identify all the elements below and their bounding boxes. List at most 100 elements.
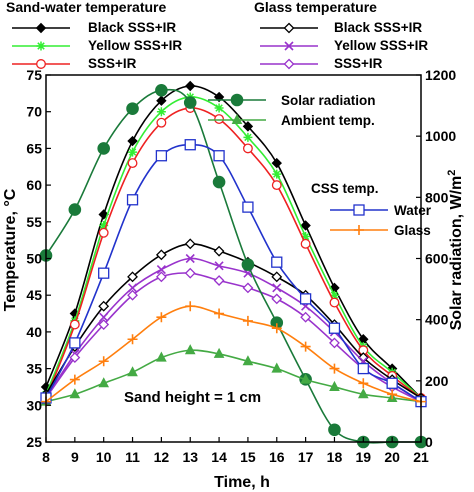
legend-header-css: CSS temp. xyxy=(311,181,379,196)
legend-header-glass: Glass temperature xyxy=(254,0,377,15)
series-8-point-9 xyxy=(299,293,312,305)
series-2-point-10 xyxy=(329,297,340,308)
series-0-point-9 xyxy=(300,220,311,231)
series-1-point-2 xyxy=(99,220,109,230)
series-4-point-2 xyxy=(99,312,109,322)
legend-marker-4 xyxy=(284,41,294,51)
series-6-point-2 xyxy=(97,142,110,155)
series-9-point-4 xyxy=(156,312,167,323)
series-5-point-1 xyxy=(69,352,81,364)
series-8-point-2 xyxy=(98,267,110,279)
series-9-point-5 xyxy=(185,301,196,312)
legend-label-1: Yellow SSS+IR xyxy=(88,38,182,53)
series-7-point-5 xyxy=(184,344,196,355)
series-0-point-5 xyxy=(185,80,196,92)
x-tick-label-10: 18 xyxy=(327,449,343,465)
y2-tick-label-1: 200 xyxy=(425,373,449,389)
series-8-point-12 xyxy=(386,377,398,389)
series-2-point-6 xyxy=(214,114,225,124)
y2-tick-label-5: 1000 xyxy=(425,128,456,144)
series-8-point-3 xyxy=(126,194,139,206)
sand-height-annotation: Sand height = 1 cm xyxy=(124,389,261,406)
series-6-point-4 xyxy=(155,83,168,97)
y-tick-label-10: 75 xyxy=(26,67,42,83)
series-0-point-3 xyxy=(127,135,138,147)
series-8-point-10 xyxy=(328,322,341,334)
series-9-point-2 xyxy=(98,356,109,367)
x-tick-label-12: 20 xyxy=(384,449,400,465)
series-1-point-6 xyxy=(214,103,224,113)
x-tick-label-1: 9 xyxy=(71,449,79,465)
series-2-point-8 xyxy=(271,180,282,191)
series-4-point-6 xyxy=(214,261,224,271)
axis-layer: 8 9 10 11 12 13 14 15 16 17 18 19 20 2125303540455055… xyxy=(26,67,456,465)
series-9-point-6 xyxy=(214,308,225,319)
legend-label-9: Glass xyxy=(394,223,431,238)
series-4-point-5 xyxy=(185,253,195,264)
legend-item-3: Black SSS+IR xyxy=(260,20,422,35)
series-7-point-2 xyxy=(98,377,110,388)
series-5-point-4 xyxy=(155,271,167,283)
series-2-point-2 xyxy=(98,227,109,238)
y-tick-label-7: 60 xyxy=(26,177,42,193)
series-7-point-4 xyxy=(156,351,167,362)
legend-label-4: Yellow SSS+IR xyxy=(334,38,428,53)
legend-layer: Black SSS+IR Yellow SSS+IR SSS+IR Black SSS… xyxy=(12,20,432,238)
series-8-point-6 xyxy=(213,150,225,162)
series-5-point-10 xyxy=(329,337,340,349)
series-7-point-6 xyxy=(213,347,225,358)
series-8-point-11 xyxy=(357,362,369,375)
series-1-point-3 xyxy=(128,147,138,157)
x-tick-label-5: 13 xyxy=(182,449,198,465)
series-9-point-10 xyxy=(329,363,340,374)
legend-label-5: SSS+IR xyxy=(334,56,383,71)
series-0-point-4 xyxy=(156,95,167,106)
series-0-point-7 xyxy=(242,121,254,132)
series-8-point-4 xyxy=(155,150,168,162)
series-9-point-3 xyxy=(127,334,138,345)
legend-label-6: Solar radiation xyxy=(281,93,376,108)
legend-header-sand-water: Sand-water temperature xyxy=(6,0,166,15)
series-6-point-6 xyxy=(212,175,226,189)
y2-tick-label-6: 1200 xyxy=(425,67,456,83)
series-7-point-8 xyxy=(271,362,283,373)
series-6-point-10 xyxy=(328,423,341,437)
y2-tick-label-2: 400 xyxy=(425,312,449,328)
y-tick-label-0: 25 xyxy=(26,434,42,450)
series-5-point-2 xyxy=(98,319,110,330)
y2-axis-title-superscript: 2 xyxy=(446,170,458,176)
legend-label-7: Ambient temp. xyxy=(281,113,375,128)
series-6-point-1 xyxy=(68,203,82,216)
series-1-point-7 xyxy=(243,132,253,142)
x-axis-title: Time, h xyxy=(214,474,270,491)
series-0-point-8 xyxy=(271,157,282,169)
series-2-point-1 xyxy=(69,319,80,330)
legend-marker-8 xyxy=(353,204,365,216)
y-tick-label-5: 50 xyxy=(26,251,42,267)
y-tick-label-1: 30 xyxy=(26,397,42,413)
legend-marker-0 xyxy=(35,22,47,34)
legend-marker-3 xyxy=(283,22,295,34)
series-5-point-9 xyxy=(300,311,312,323)
legend-item-1: Yellow SSS+IR xyxy=(12,38,182,53)
x-tick-label-11: 19 xyxy=(356,449,372,465)
x-tick-label-6: 14 xyxy=(211,449,227,465)
x-tick-label-13: 21 xyxy=(413,449,429,465)
legend-item-9: Glass xyxy=(330,223,431,238)
y2-tick-label-3: 600 xyxy=(425,251,449,267)
legend-marker-9 xyxy=(354,225,364,235)
x-tick-label-9: 17 xyxy=(298,449,314,465)
y-tick-label-9: 70 xyxy=(26,104,42,120)
x-tick-label-8: 16 xyxy=(269,449,285,465)
legend-marker-2 xyxy=(36,59,46,69)
series-9-point-7 xyxy=(242,315,253,326)
series-6-point-7 xyxy=(241,258,255,271)
y-axis-title: Temperature, °C xyxy=(2,188,19,311)
legend-item-4: Yellow SSS+IR xyxy=(260,38,428,53)
series-1-point-4 xyxy=(156,107,166,117)
y-tick-label-8: 65 xyxy=(26,140,42,156)
series-4-point-8 xyxy=(272,283,282,293)
series-9 xyxy=(41,301,426,407)
series-3-point-2 xyxy=(98,300,110,312)
legend-marker-1 xyxy=(36,41,46,51)
